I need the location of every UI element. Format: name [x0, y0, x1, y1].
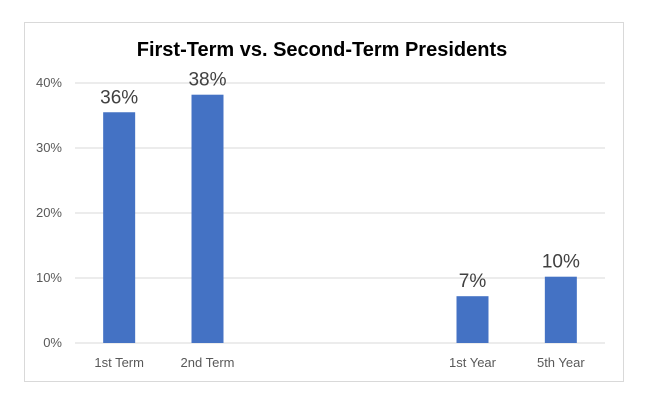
- x-axis-ticks: 1st Term 2nd Term 1st Year 5th Year: [94, 355, 585, 370]
- chart-title: First-Term vs. Second-Term Presidents: [137, 39, 507, 61]
- bar: [456, 296, 489, 343]
- x-tick-label: 1st Term: [94, 355, 144, 370]
- y-tick-label: 10%: [36, 270, 62, 285]
- data-labels: 36% 38% 7% 10%: [100, 70, 580, 293]
- bar: [544, 276, 577, 343]
- y-tick-label: 20%: [36, 205, 62, 220]
- y-tick-label: 30%: [36, 140, 62, 155]
- x-tick-label: 2nd Term: [181, 355, 235, 370]
- data-label: 7%: [459, 271, 487, 292]
- bar: [103, 112, 136, 343]
- x-tick-label: 5th Year: [537, 355, 585, 370]
- data-label: 38%: [188, 70, 226, 91]
- data-label: 36%: [100, 87, 138, 108]
- y-axis-ticks: 0% 10% 20% 30% 40%: [36, 75, 62, 350]
- bars: [103, 94, 577, 343]
- y-tick-label: 40%: [36, 75, 62, 90]
- gridlines: [75, 82, 605, 344]
- x-tick-label: 1st Year: [449, 355, 497, 370]
- y-tick-label: 0%: [43, 335, 62, 350]
- data-label: 10%: [542, 252, 580, 273]
- bar: [191, 94, 224, 343]
